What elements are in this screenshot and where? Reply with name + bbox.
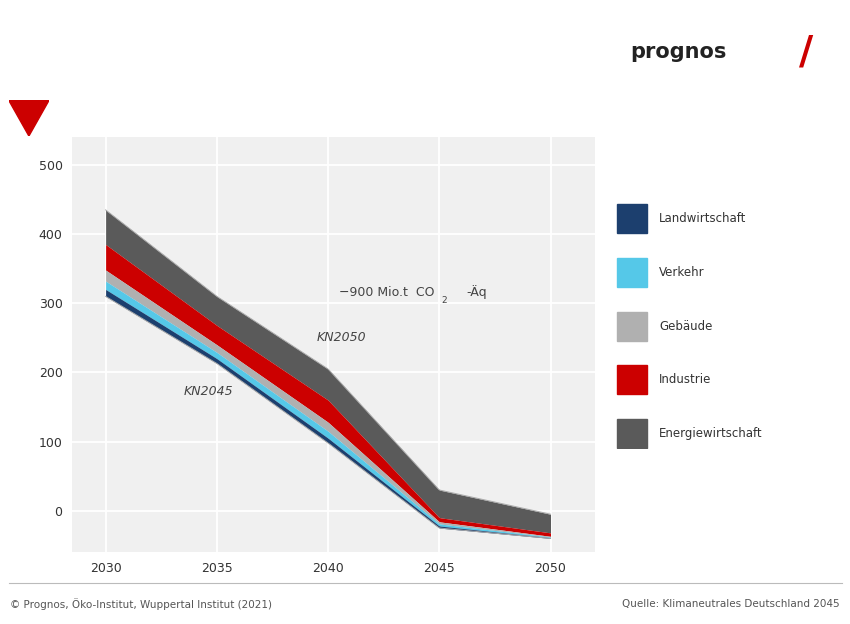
Text: -Äq: -Äq (466, 285, 486, 300)
Text: Industrie: Industrie (659, 373, 711, 386)
Text: TREIBHAUSGASEINSPARUNGEN UND MASSNAHMEN NACH SEKTOREN: TREIBHAUSGASEINSPARUNGEN UND MASSNAHMEN … (11, 8, 593, 23)
Text: © Prognos, Öko-Institut, Wuppertal Institut (2021): © Prognos, Öko-Institut, Wuppertal Insti… (10, 598, 272, 610)
Bar (617, 366, 648, 394)
Bar (617, 204, 648, 233)
Text: KN2050 und KN2045 in Mio.t CO: KN2050 und KN2045 in Mio.t CO (11, 74, 196, 84)
Text: −900 Mio.t  CO: −900 Mio.t CO (339, 286, 434, 300)
Text: 2: 2 (441, 296, 447, 305)
Text: Kumulierte Einsparung THG-Emissionen zwischen den Szenarien: Kumulierte Einsparung THG-Emissionen zwi… (11, 46, 379, 56)
Text: KN2045: KN2045 (184, 384, 233, 397)
Text: Landwirtschaft: Landwirtschaft (659, 212, 746, 225)
Text: KN2050: KN2050 (317, 331, 366, 344)
Text: Quelle: Klimaneutrales Deutschland 2045: Quelle: Klimaneutrales Deutschland 2045 (622, 599, 840, 610)
Bar (617, 311, 648, 341)
Text: prognos: prognos (631, 42, 727, 62)
Text: Gebäude: Gebäude (659, 319, 712, 333)
Text: Energiewirtschaft: Energiewirtschaft (659, 427, 762, 440)
Bar (617, 258, 648, 287)
Polygon shape (8, 100, 49, 136)
Text: -Äq: -Äq (185, 74, 204, 86)
Text: /: / (799, 33, 813, 71)
Text: Verkehr: Verkehr (659, 266, 705, 279)
Bar (617, 419, 648, 448)
Text: 2: 2 (177, 78, 183, 87)
